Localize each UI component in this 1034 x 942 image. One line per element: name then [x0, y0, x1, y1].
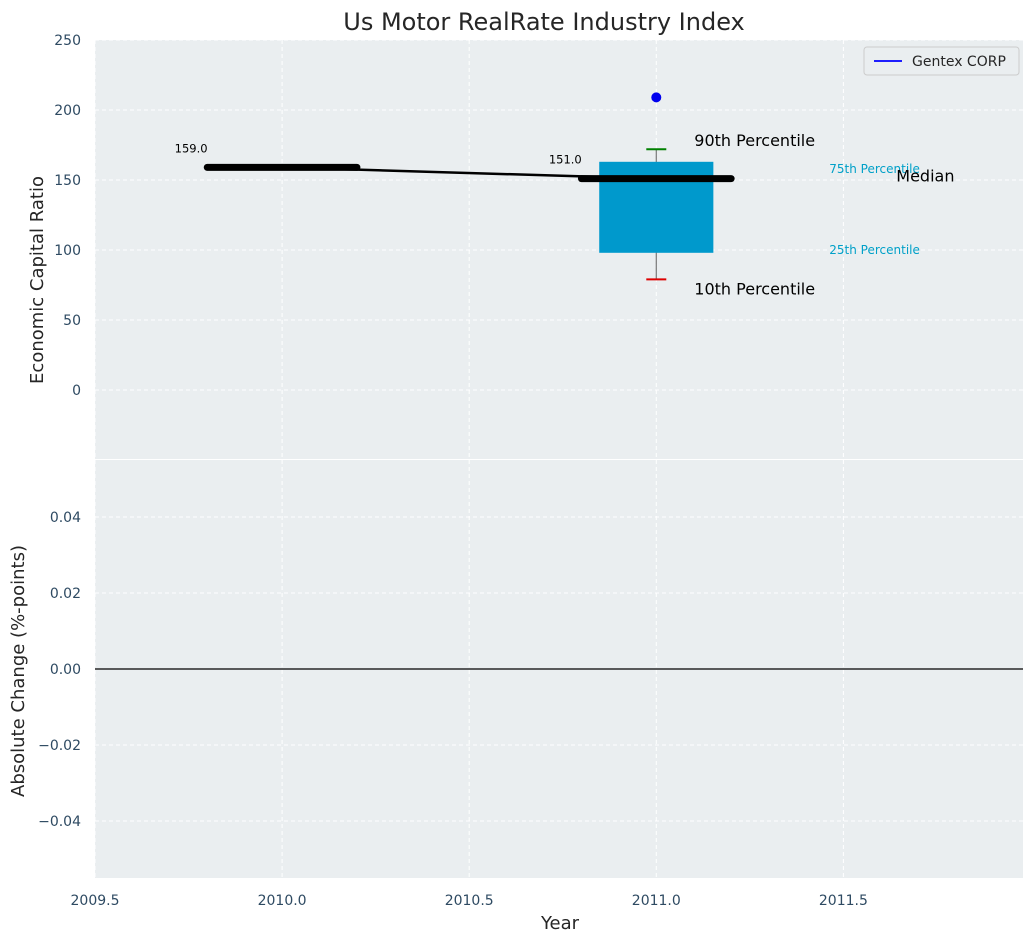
bottom-panel: −0.04 −0.02 0.00 0.02 0.04 Absolute Change (%… [8, 460, 1023, 878]
legend[interactable]: Gentex CORP [863, 46, 1020, 76]
top-y-axis-label: Economic Capital Ratio [27, 176, 48, 384]
x-tick-label: 2010.0 [258, 893, 307, 909]
x-tick-label: 2011.5 [819, 893, 868, 909]
x-axis-label: Year [540, 913, 580, 934]
median-value-label: 159.0 [175, 141, 208, 155]
y-tick-label: 200 [54, 103, 81, 119]
p75-annotation: 75th Percentile [829, 162, 920, 176]
x-axis: 2009.5 2010.0 2010.5 2011.0 2011.5 [71, 893, 868, 909]
y-tick-label: 50 [63, 313, 81, 329]
y-tick-label: −0.02 [38, 738, 81, 754]
company-point [651, 92, 662, 103]
y-tick-label: 0.04 [50, 510, 81, 526]
median-value-label: 151.0 [549, 153, 582, 167]
y-tick-label: 0 [72, 383, 81, 399]
y-tick-label: 0.02 [50, 586, 81, 602]
legend-entry-label: Gentex CORP [912, 54, 1006, 70]
p10-annotation: 10th Percentile [694, 279, 815, 298]
bottom-y-axis-label: Absolute Change (%-points) [8, 545, 29, 797]
y-tick-label: 0.00 [50, 662, 81, 678]
chart-title: Us Motor RealRate Industry Index [343, 8, 745, 36]
x-tick-label: 2011.0 [632, 893, 681, 909]
p25-annotation: 25th Percentile [829, 243, 920, 257]
y-tick-label: 100 [54, 243, 81, 259]
y-tick-label: 250 [54, 33, 81, 49]
legend-box [863, 46, 1020, 76]
p90-annotation: 90th Percentile [694, 131, 815, 150]
y-tick-label: 150 [54, 173, 81, 189]
median-annotation: Median [896, 167, 954, 186]
y-tick-label: −0.04 [38, 814, 81, 830]
x-tick-label: 2010.5 [445, 893, 494, 909]
x-tick-label: 2009.5 [71, 893, 120, 909]
top-panel: 0 50 100 150 200 250 Economic Capital Ratio 159… [27, 33, 1023, 461]
